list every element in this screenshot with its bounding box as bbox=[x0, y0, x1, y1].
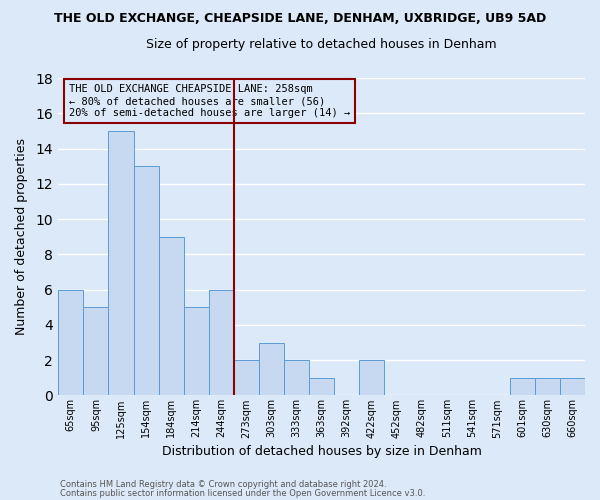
Bar bbox=[209, 290, 234, 396]
Bar bbox=[510, 378, 535, 396]
Bar bbox=[560, 378, 585, 396]
Text: Contains public sector information licensed under the Open Government Licence v3: Contains public sector information licen… bbox=[60, 488, 425, 498]
Bar bbox=[535, 378, 560, 396]
Bar bbox=[133, 166, 158, 396]
Bar bbox=[58, 290, 83, 396]
Bar bbox=[359, 360, 385, 396]
Bar bbox=[184, 308, 209, 396]
Bar bbox=[158, 236, 184, 396]
Bar bbox=[309, 378, 334, 396]
Title: Size of property relative to detached houses in Denham: Size of property relative to detached ho… bbox=[146, 38, 497, 51]
Bar bbox=[234, 360, 259, 396]
Bar bbox=[284, 360, 309, 396]
Bar bbox=[259, 342, 284, 396]
Bar bbox=[83, 308, 109, 396]
Text: THE OLD EXCHANGE, CHEAPSIDE LANE, DENHAM, UXBRIDGE, UB9 5AD: THE OLD EXCHANGE, CHEAPSIDE LANE, DENHAM… bbox=[54, 12, 546, 26]
Bar bbox=[109, 131, 133, 396]
Text: Contains HM Land Registry data © Crown copyright and database right 2024.: Contains HM Land Registry data © Crown c… bbox=[60, 480, 386, 489]
Text: THE OLD EXCHANGE CHEAPSIDE LANE: 258sqm
← 80% of detached houses are smaller (56: THE OLD EXCHANGE CHEAPSIDE LANE: 258sqm … bbox=[69, 84, 350, 117]
X-axis label: Distribution of detached houses by size in Denham: Distribution of detached houses by size … bbox=[161, 444, 482, 458]
Y-axis label: Number of detached properties: Number of detached properties bbox=[15, 138, 28, 335]
